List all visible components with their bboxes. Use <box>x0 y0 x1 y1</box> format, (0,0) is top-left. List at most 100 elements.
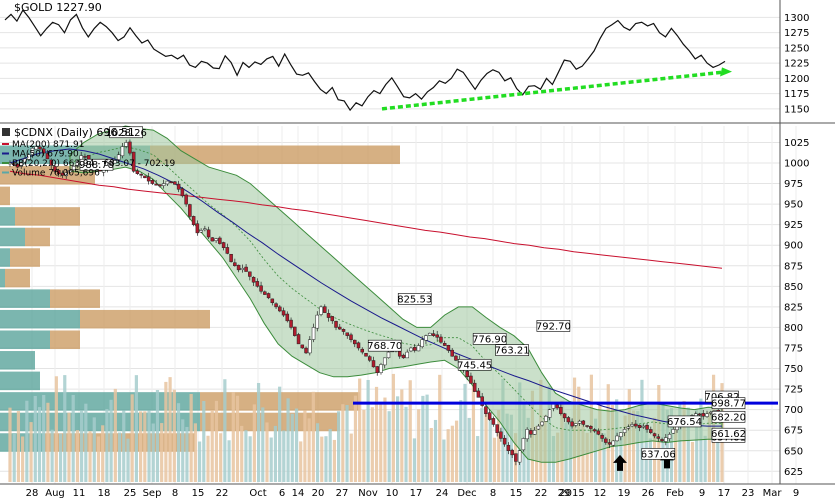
candle-body <box>349 334 353 341</box>
volume-bar <box>324 436 328 482</box>
candle-body <box>304 347 308 354</box>
volume-bar <box>374 386 379 482</box>
volume-bar <box>126 438 130 482</box>
volume-bar <box>33 395 37 482</box>
candle-body <box>45 153 50 160</box>
ma200-line <box>9 170 723 269</box>
candle-body <box>600 434 604 439</box>
cdnx-x-tick-label: Aug <box>45 488 65 499</box>
cdnx-y-tick-label: 850 <box>784 282 803 293</box>
legend-entry-label: MA(50) 679.90 <box>12 150 79 160</box>
volume-bar <box>665 409 669 482</box>
candle-body <box>120 146 125 157</box>
candle-body <box>596 430 601 435</box>
candle-body <box>188 204 192 217</box>
candle-body <box>206 229 211 238</box>
volume-bar <box>206 435 210 482</box>
candle-body <box>64 172 68 177</box>
candle-body <box>240 267 245 270</box>
candle-body <box>308 339 312 354</box>
cdnx-x-tick-label: 15 <box>510 488 523 499</box>
candle-body <box>135 170 140 174</box>
volume-bar <box>400 389 404 482</box>
candle-body <box>131 151 136 172</box>
volume-bar <box>358 378 362 482</box>
candle-body <box>146 176 151 182</box>
volume-bar <box>480 408 484 482</box>
cdnx-y-tick-label: 975 <box>784 179 803 190</box>
price-annotation-box <box>536 320 571 332</box>
candle-body <box>465 371 469 378</box>
volume-bar <box>425 394 429 482</box>
volume-bar <box>408 380 412 482</box>
candle-body <box>379 364 383 373</box>
volume-bar <box>143 411 147 482</box>
volume-bar <box>307 418 311 482</box>
price-annotation-label: 682.20 <box>711 412 746 423</box>
cdnx-y-tick-label: 900 <box>784 241 803 252</box>
cdnx-x-tick-label: 22 <box>535 488 548 499</box>
volume-bar <box>189 393 193 482</box>
volume-bar <box>484 413 488 482</box>
candle-body <box>41 148 46 154</box>
candle-body <box>53 166 57 172</box>
candle-body <box>420 339 424 347</box>
cdnx-x-tick-label: 28 <box>26 488 39 499</box>
candle-body <box>229 253 233 262</box>
candle-body <box>454 355 458 361</box>
volume-bar <box>450 425 454 482</box>
volume-bar <box>37 407 42 482</box>
candle-body <box>356 342 361 349</box>
candle-body <box>367 356 372 361</box>
gold-chart-title: $GOLD 1227.90 <box>14 1 102 14</box>
candle-body <box>577 420 582 424</box>
candle-body <box>34 146 38 150</box>
candle-body <box>263 291 267 295</box>
volume-bar <box>585 432 589 482</box>
volume-bar <box>404 406 408 482</box>
volume-bar <box>467 417 471 482</box>
volume-bar <box>438 374 442 482</box>
cdnx-y-tick-label: 875 <box>784 261 803 272</box>
volume-bar <box>299 441 303 482</box>
candle-body <box>630 424 634 427</box>
candle-body <box>218 237 222 244</box>
candle-body <box>274 303 278 308</box>
candle-body <box>113 160 117 164</box>
cdnx-x-tick-label: 23 <box>742 488 755 499</box>
candle-body <box>124 142 128 147</box>
candle-body <box>323 306 327 313</box>
candle-body <box>270 298 275 304</box>
candle-body <box>487 412 492 420</box>
candle-body <box>375 366 379 373</box>
candle-body <box>353 339 357 345</box>
cdnx-x-tick-label: Nov <box>358 488 378 499</box>
candle-body <box>529 430 533 435</box>
candle-body <box>622 429 627 433</box>
candle-body <box>634 423 638 427</box>
candle-body <box>656 436 661 439</box>
volume-bar <box>252 404 256 482</box>
volume-bar <box>63 375 67 482</box>
volume-bar <box>58 433 63 482</box>
price-annotation-box <box>79 158 114 171</box>
volume-bar <box>164 381 168 482</box>
price-annotation-label: 768.70 <box>367 341 402 352</box>
volume-bar <box>311 391 315 482</box>
volume-bar <box>501 378 505 482</box>
volume-bar <box>454 420 459 482</box>
candle-body <box>203 228 207 231</box>
cdnx-y-tick-label: 1000 <box>784 158 809 169</box>
volume-bar <box>202 400 206 482</box>
candle-body <box>671 429 676 434</box>
volume-bar <box>703 435 707 482</box>
volume-bar <box>433 419 438 482</box>
cdnx-y-tick-label: 650 <box>784 446 803 457</box>
candle-body <box>143 175 147 179</box>
gold-trendline-arrowhead <box>720 67 732 77</box>
volume-bar <box>80 410 84 482</box>
cdnx-y-tick-label: 625 <box>784 467 803 478</box>
volume-bar <box>122 410 126 482</box>
candle-body <box>75 161 80 167</box>
volume-bar <box>88 431 92 482</box>
